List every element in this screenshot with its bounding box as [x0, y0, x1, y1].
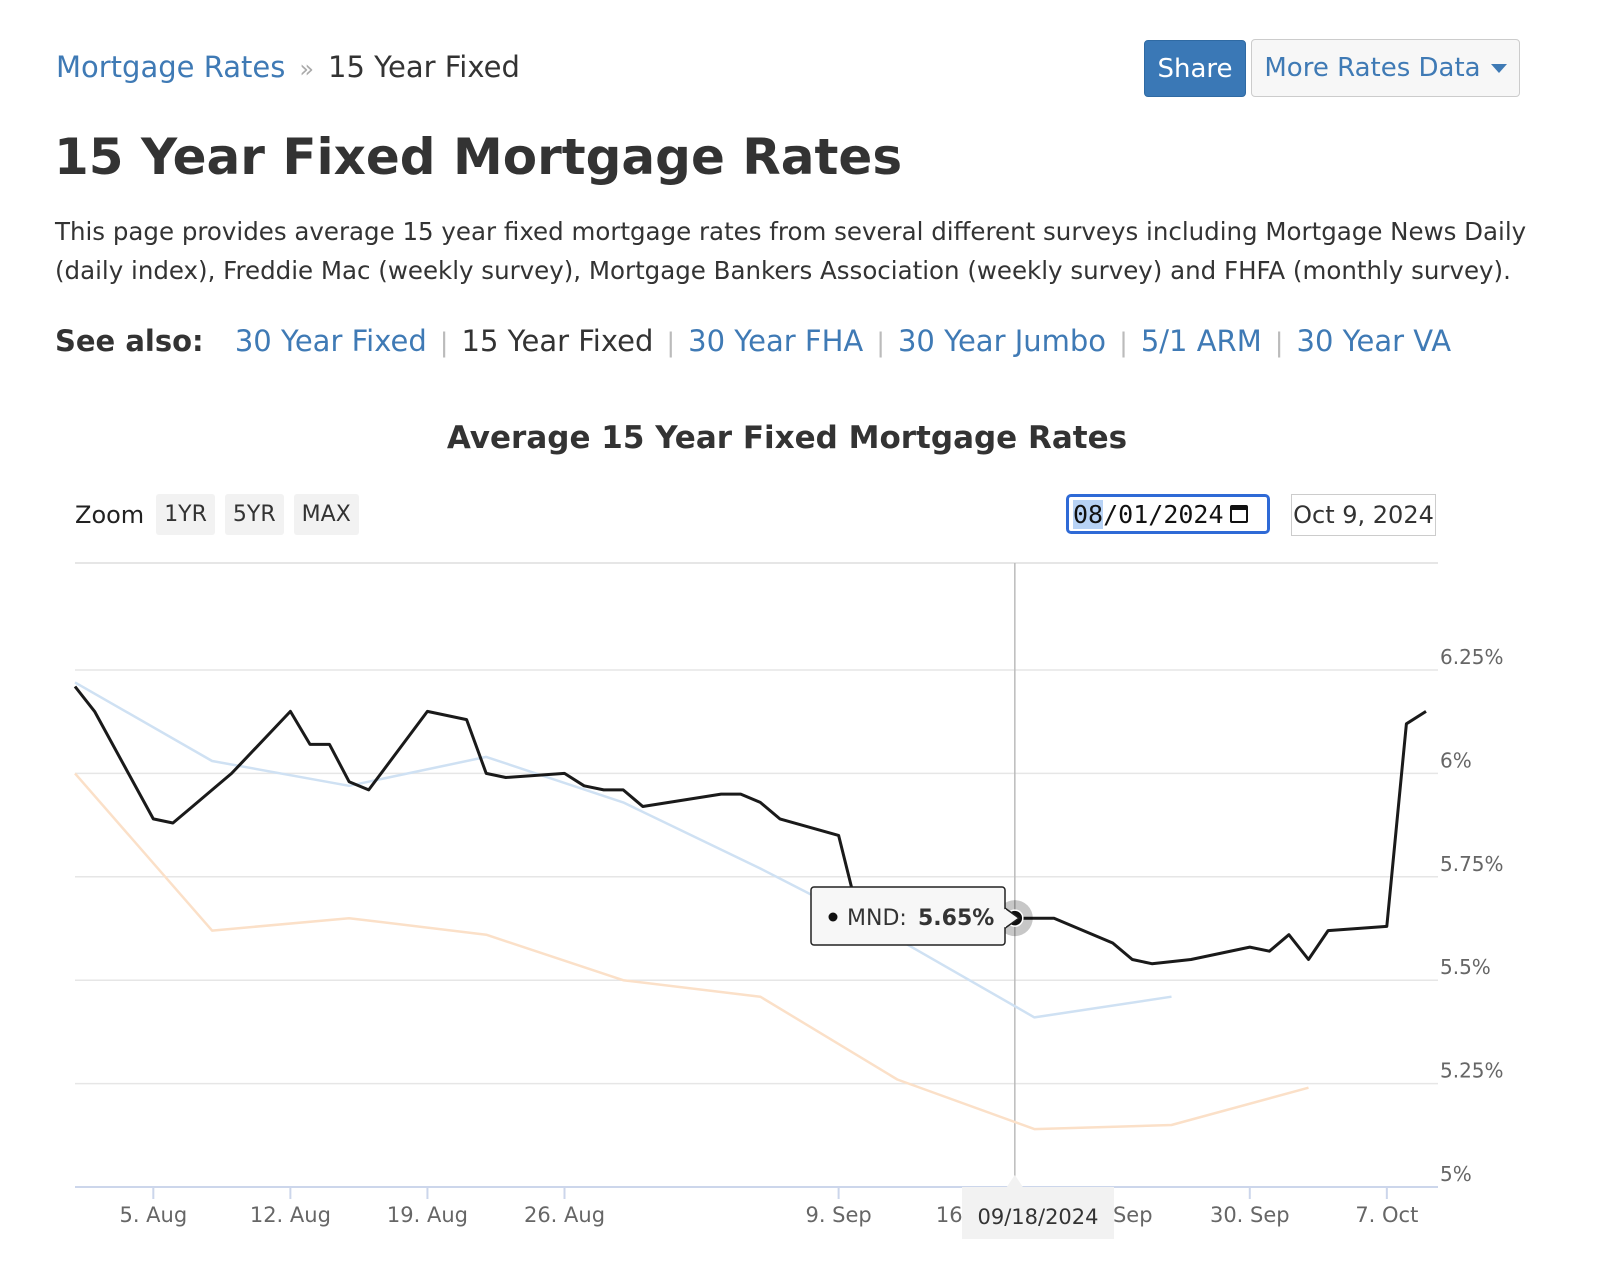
share-button[interactable]: Share [1144, 40, 1246, 97]
tooltip-label: MND: [847, 906, 907, 931]
see-also-separator: | [1119, 328, 1128, 358]
see-also-separator: | [666, 328, 676, 358]
see-also-items: 30 Year Fixed | 15 Year Fixed | 30 Year FHA |… [235, 324, 1451, 358]
series-line-secondary-1 [74, 681, 1172, 1019]
range-from-rest: /01/2024 [1103, 499, 1224, 529]
see-also-30-year-jumbo[interactable]: 30 Year Jumbo [897, 324, 1107, 358]
x-tick-label: 5. Aug [119, 1203, 187, 1227]
x-tick-label: 26. Aug [524, 1203, 605, 1227]
page-title: 15 Year Fixed Mortgage Rates [54, 128, 903, 186]
see-also-separator: | [1274, 328, 1284, 358]
see-also-5-1-arm[interactable]: 5/1 ARM [1140, 324, 1262, 358]
tooltip-value: 5.65% [918, 906, 994, 931]
breadcrumb-link-mortgage-rates[interactable]: Mortgage Rates [56, 50, 286, 84]
see-also-30-year-va[interactable]: 30 Year VA [1296, 324, 1452, 358]
x-tick-label: 30. Sep [1210, 1203, 1290, 1227]
y-tick-label: 5% [1440, 1162, 1472, 1186]
zoom-max-button[interactable]: MAX [293, 494, 359, 535]
tooltip-pointer-cover [1003, 909, 1006, 928]
page-intro: This page provides average 15 year fixed… [55, 217, 1527, 285]
calendar-icon[interactable] [1229, 505, 1248, 523]
see-also-15-year-fixed: 15 Year Fixed [461, 324, 654, 358]
caret-down-icon [1490, 63, 1507, 73]
x-tick-label: 12. Aug [250, 1203, 331, 1227]
breadcrumb: Mortgage Rates » 15 Year Fixed [56, 50, 520, 84]
more-rates-data-button[interactable]: More Rates Data [1251, 39, 1520, 97]
crosshair-date-label: 09/18/2024 [977, 1205, 1098, 1229]
zoom-1yr-button[interactable]: 1YR [156, 494, 215, 535]
y-tick-label: 5.25% [1440, 1059, 1504, 1083]
breadcrumb-current: 15 Year Fixed [328, 50, 520, 84]
y-tick-label: 5.75% [1440, 852, 1504, 876]
chart-title: Average 15 Year Fixed Mortgage Rates [446, 420, 1128, 456]
series-line-mnd [73, 685, 1427, 966]
range-from-month: 08 [1073, 499, 1104, 529]
y-tick-label: 5.5% [1440, 955, 1491, 979]
tooltip-pointer [1004, 907, 1021, 929]
zoom-label: Zoom [75, 500, 145, 529]
zoom-controls: Zoom 1YR 5YR MAX [75, 494, 359, 535]
rates-chart: 5% 5.25% 5.5% 5.75% 6% 6.25% 5. Aug 12. Aug 19. … [73, 562, 1504, 1239]
x-tick-label: 9. Sep [805, 1203, 871, 1227]
range-from-date-input[interactable]: 08/01/2024 [1066, 494, 1270, 534]
breadcrumb-separator: » [299, 55, 314, 83]
see-also-label: See also: [55, 324, 204, 358]
x-tick-label: 7. Oct [1355, 1203, 1418, 1227]
see-also-separator: | [439, 328, 449, 358]
x-tick-label: 19. Aug [387, 1203, 468, 1227]
more-rates-data-label: More Rates Data [1264, 53, 1481, 83]
see-also-nav: See also: 30 Year Fixed | 15 Year Fixed | 30… [55, 324, 1451, 358]
zoom-5yr-button[interactable]: 5YR [224, 494, 284, 535]
date-label-pointer [1006, 1175, 1023, 1187]
series-line-secondary-2 [74, 772, 1309, 1131]
see-also-separator: | [876, 328, 885, 358]
see-also-30-year-fha[interactable]: 30 Year FHA [688, 324, 864, 358]
date-label-box [962, 1187, 1114, 1239]
y-tick-label: 6% [1440, 748, 1472, 772]
range-to-date-input[interactable]: Oct 9, 2024 [1291, 494, 1436, 536]
y-tick-label: 6.25% [1440, 645, 1504, 669]
tooltip-series-dot [828, 912, 838, 922]
see-also-30-year-fixed[interactable]: 30 Year Fixed [234, 324, 427, 358]
